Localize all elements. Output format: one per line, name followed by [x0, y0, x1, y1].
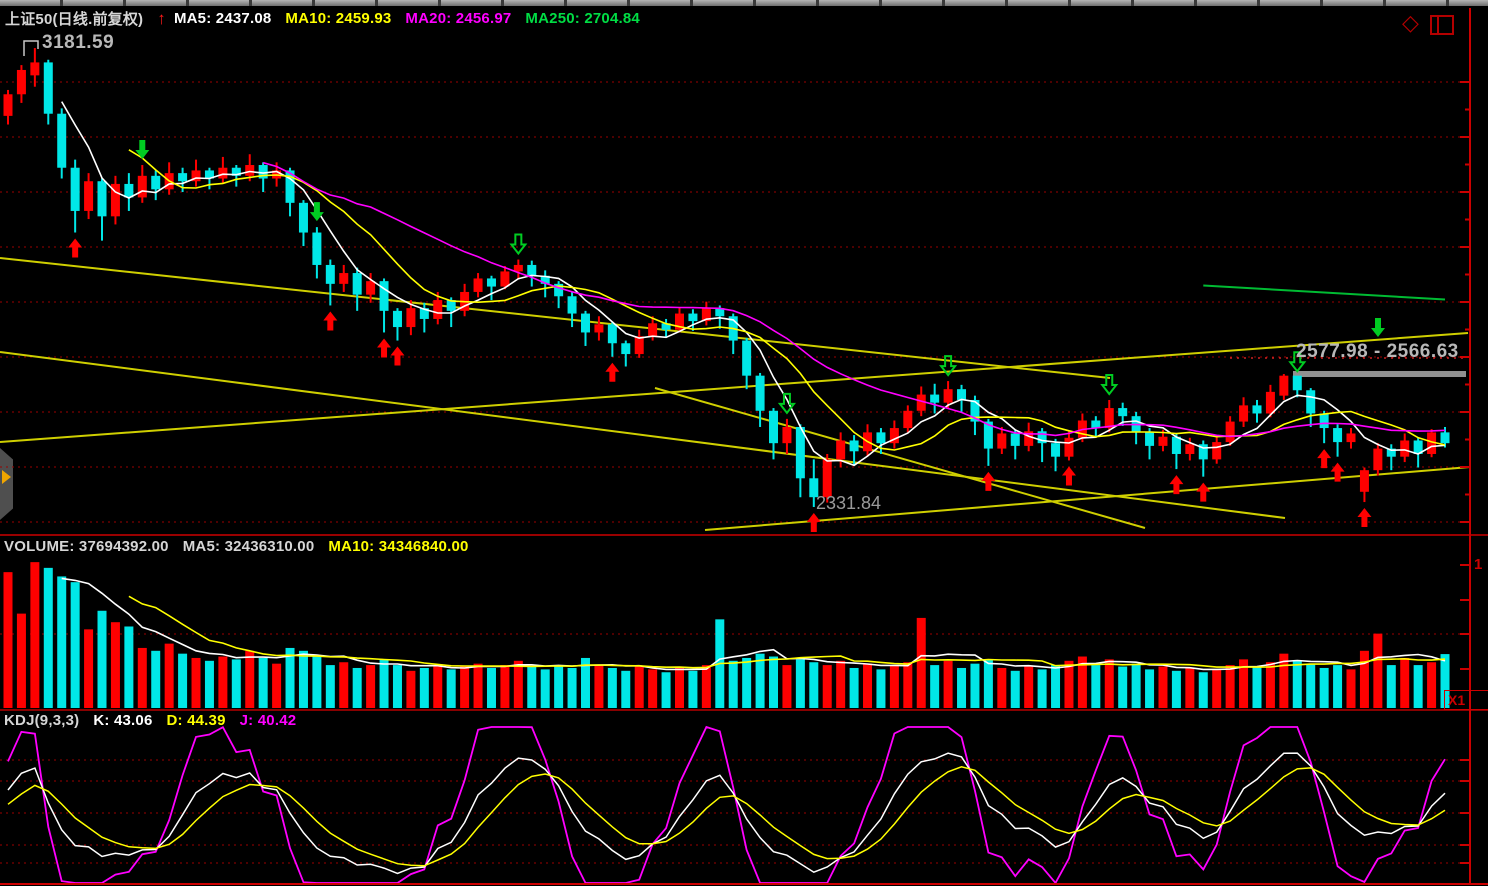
split-window-icon[interactable] [1430, 15, 1454, 35]
ma20-value: MA20: 2456.97 [405, 10, 512, 27]
kdj-header: KDJ(9,3,3) K: 43.06 D: 44.39 J: 40.42 [4, 712, 296, 729]
volume-ma10-value: MA10: 34346840.00 [328, 538, 469, 555]
low-price-label: 2331.84 [816, 493, 882, 513]
high-price-label: 3181.59 [42, 32, 115, 53]
expand-arrow-icon [2, 470, 11, 484]
volume-ma5-value: MA5: 32436310.00 [182, 538, 315, 555]
left-panel-expand-handle[interactable] [0, 448, 13, 520]
volume-value: VOLUME: 37694392.00 [4, 538, 169, 555]
ma250-line [1203, 284, 1446, 301]
kdj-lines-layer [7, 725, 1446, 885]
gridlines-layer [0, 81, 1470, 864]
right-axis [1460, 8, 1471, 884]
volume-axis-label: 1 [1474, 556, 1483, 573]
main-chart-header: 上证50(日线.前复权) ↑ MA5: 2437.08 MA10: 2459.9… [5, 8, 640, 29]
signal-arrows-layer [68, 140, 1385, 533]
ma10-value: MA10: 2459.93 [285, 10, 392, 27]
trend-up-icon: ↑ [157, 8, 166, 28]
kdj-j-value: J: 40.42 [239, 712, 297, 729]
symbol-title: 上证50(日线.前复权) [5, 11, 144, 28]
trendlines-layer [0, 257, 1471, 531]
volume-header: VOLUME: 37694392.00 MA5: 32436310.00 MA1… [4, 538, 469, 555]
pane-dividers [0, 534, 1488, 885]
ma250-value: MA250: 2704.84 [525, 10, 640, 27]
volume-ma-layer [61, 577, 1446, 671]
kdj-indicator-label: KDJ(9,3,3) [4, 712, 80, 729]
gap-range-label: 2577.98 - 2566.63 [1296, 341, 1459, 362]
ma-lines-layer [61, 101, 1446, 467]
kdj-d-value: D: 44.39 [166, 712, 226, 729]
diamond-icon[interactable]: ◇ [1402, 10, 1419, 35]
split-window-divider [1437, 17, 1439, 33]
candlestick-layer [3, 48, 1450, 508]
window-top-frame [0, 0, 1488, 6]
period-scale-badge: X1 [1444, 690, 1488, 710]
kdj-k-value: K: 43.06 [93, 712, 153, 729]
high-marker-hook [23, 40, 39, 56]
volume-bars-layer [3, 562, 1450, 708]
ma5-value: MA5: 2437.08 [173, 10, 272, 27]
